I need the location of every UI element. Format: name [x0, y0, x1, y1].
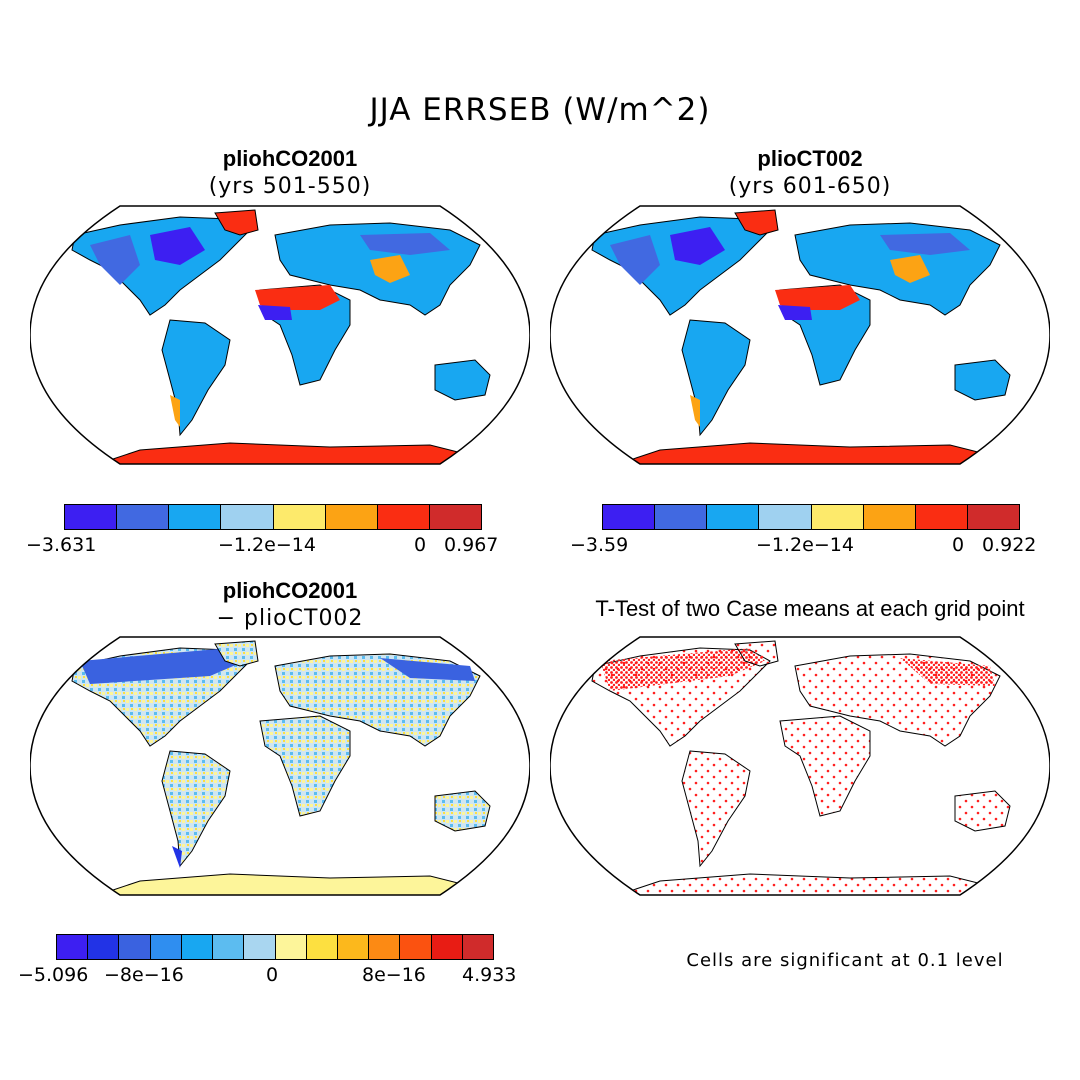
map-bottom-right [550, 636, 1050, 896]
colorbar-swatch [707, 505, 760, 529]
colorbar-swatch [57, 935, 89, 959]
panel-subtitle-bottom-left: − plioCT002 [216, 606, 364, 631]
colorbar-tick-mid: −1.2e−14 [218, 534, 316, 556]
antarctica-land [98, 442, 471, 464]
colorbar-tick-pos: 8e−16 [362, 964, 426, 986]
colorbar-swatch [337, 935, 370, 959]
colorbar-tick-min: −5.096 [18, 964, 89, 986]
colorbar-swatch [213, 935, 245, 959]
greenland-land [214, 209, 259, 236]
colorbar-tick-max: 0.967 [444, 534, 499, 556]
colorbar-swatch [117, 505, 170, 529]
colorbar-tick-mid: −1.2e−14 [756, 534, 854, 556]
colorbar-bottom-left [56, 934, 494, 960]
colorbar-top-left [64, 504, 482, 530]
map-border [30, 205, 530, 465]
panel-title-top-right: plioCT002 [757, 146, 863, 171]
map-bottom-left [30, 636, 530, 896]
greenland-land [734, 209, 779, 236]
colorbar-tick-max: 0.922 [982, 534, 1037, 556]
map-border [550, 205, 1050, 465]
colorbar-tick-zero: 0 [266, 964, 279, 986]
australia-land [434, 359, 491, 401]
colorbar-swatch [65, 505, 118, 529]
colorbar-swatch [306, 935, 338, 959]
colorbar-tick-zero: 0 [952, 534, 965, 556]
panel-subtitle-top-left: (yrs 501-550) [208, 174, 372, 199]
colorbar-swatch [759, 505, 812, 529]
panel-title-bottom-left: pliohCO2001 [222, 578, 358, 603]
colorbar-swatch [181, 935, 214, 959]
colorbar-swatch [655, 505, 708, 529]
colorbar-swatch [275, 935, 307, 959]
antarctica-land [618, 442, 991, 464]
colorbar-swatch [369, 935, 401, 959]
colorbar-swatch [811, 505, 864, 529]
colorbar-swatch [169, 505, 222, 529]
colorbar-swatch [429, 505, 481, 529]
map-top-left [30, 205, 530, 465]
colorbar-tick-zero: 0 [414, 534, 427, 556]
panel-title-top-left: pliohCO2001 [222, 146, 358, 171]
figure-title: JJA ERRSEB (W/m^2) [369, 92, 711, 128]
colorbar-swatch [119, 935, 151, 959]
panel-title-bottom-right: T-Test of two Case means at each grid po… [595, 596, 1025, 621]
colorbar-top-right [602, 504, 1020, 530]
map-border [550, 636, 1050, 896]
colorbar-swatch [400, 935, 432, 959]
colorbar-swatch [967, 505, 1019, 529]
colorbar-tick-min: −3.59 [570, 534, 629, 556]
colorbar-swatch [431, 935, 463, 959]
map-border [30, 636, 530, 896]
colorbar-swatch [273, 505, 326, 529]
colorbar-swatch [377, 505, 430, 529]
colorbar-swatch [244, 935, 276, 959]
colorbar-swatch [325, 505, 378, 529]
colorbar-tick-max: 4.933 [462, 964, 517, 986]
significance-note: Cells are significant at 0.1 level [686, 950, 1004, 971]
colorbar-swatch [462, 935, 494, 959]
colorbar-swatch [221, 505, 274, 529]
australia-land [954, 359, 1011, 401]
map-top-right [550, 205, 1050, 465]
colorbar-swatch [88, 935, 120, 959]
colorbar-tick-neg: −8e−16 [104, 964, 184, 986]
panel-subtitle-top-right: (yrs 601-650) [728, 174, 892, 199]
colorbar-tick-min: −3.631 [26, 534, 97, 556]
colorbar-swatch [915, 505, 968, 529]
colorbar-swatch [863, 505, 916, 529]
colorbar-swatch [150, 935, 182, 959]
colorbar-swatch [603, 505, 656, 529]
